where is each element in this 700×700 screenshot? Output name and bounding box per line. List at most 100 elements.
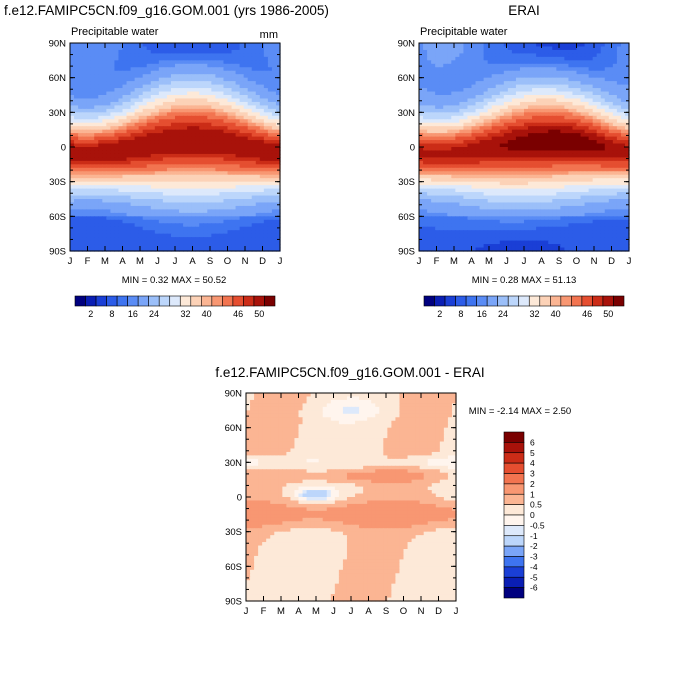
map-cell [235, 108, 241, 113]
map-cell [98, 216, 103, 221]
map-cell [423, 122, 428, 127]
map-cell [207, 88, 212, 93]
map-cell [150, 119, 156, 124]
map-cell [491, 147, 497, 152]
map-cell [162, 157, 168, 162]
map-cell [187, 223, 192, 228]
map-cell [82, 136, 87, 141]
map-cell [122, 101, 128, 106]
map-cell [475, 101, 481, 106]
map-cell [423, 98, 428, 103]
map-cell [215, 133, 221, 138]
map-cell [259, 136, 265, 141]
map-cell [584, 115, 590, 120]
map-cell [528, 150, 533, 155]
map-cell [195, 202, 200, 207]
map-cell [263, 95, 269, 100]
map-cell [423, 126, 428, 131]
map-cell [259, 205, 265, 210]
map-cell [94, 88, 99, 93]
map-cell [187, 237, 192, 242]
map-cell [459, 150, 465, 155]
map-cell [102, 150, 107, 155]
map-cell [191, 126, 196, 131]
map-cell [515, 126, 521, 131]
map-cell [82, 226, 87, 231]
map-cell [487, 77, 493, 82]
map-cell [74, 202, 79, 207]
map-cell [271, 147, 277, 152]
map-cell [435, 88, 440, 93]
map-cell [243, 164, 249, 169]
map-cell [118, 167, 124, 172]
map-cell [118, 101, 124, 106]
map-cell [580, 60, 586, 65]
map-cell [130, 98, 136, 103]
map-cell [134, 226, 140, 231]
map-cell [134, 150, 140, 155]
map-cell [183, 219, 188, 224]
map-cell [495, 77, 501, 82]
map-cell [255, 150, 261, 155]
map-cell [568, 46, 574, 51]
map-cell [102, 53, 107, 58]
map-cell [102, 223, 107, 228]
map-cell [187, 70, 192, 75]
map-cell [138, 216, 144, 221]
map-cell [544, 129, 549, 134]
map-cell [271, 46, 277, 51]
map-cell [580, 98, 586, 103]
map-cell [106, 133, 111, 138]
map-cell [134, 167, 140, 172]
map-cell [247, 70, 253, 75]
map-cell [162, 129, 168, 134]
map-cell [94, 240, 99, 245]
map-cell [227, 202, 233, 207]
map-cell [247, 98, 253, 103]
map-cell [479, 150, 485, 155]
map-cell [86, 153, 91, 158]
map-cell [451, 70, 456, 75]
map-cell [82, 219, 87, 224]
map-cell [150, 105, 156, 110]
map-cell [419, 136, 424, 141]
map-cell [166, 181, 172, 186]
map-cell [175, 140, 180, 145]
map-cell [459, 63, 465, 68]
map-cell [275, 192, 281, 197]
map-cell [459, 74, 465, 79]
map-cell [74, 164, 79, 169]
map-cell [195, 164, 200, 169]
map-cell [243, 178, 249, 183]
map-cell [215, 160, 221, 165]
map-cell [592, 98, 598, 103]
map-cell [150, 178, 156, 183]
map-cell [199, 88, 204, 93]
map-cell [98, 153, 103, 158]
map-cell [275, 122, 281, 127]
map-cell [162, 150, 168, 155]
map-cell [235, 91, 241, 96]
map-cell [620, 147, 626, 152]
map-cell [199, 147, 204, 152]
map-cell [110, 212, 116, 217]
map-cell [451, 88, 456, 93]
map-cell [231, 126, 237, 131]
map-cell [187, 122, 192, 127]
map-cell [203, 56, 208, 61]
map-cell [608, 84, 614, 89]
map-cell [215, 53, 221, 58]
map-cell [588, 108, 594, 113]
map-cell [219, 67, 225, 72]
map-cell [170, 60, 176, 65]
map-cell [548, 112, 553, 117]
map-cell [106, 56, 111, 61]
map-cell [419, 53, 424, 58]
map-cell [451, 129, 456, 134]
map-cell [568, 105, 574, 110]
map-cell [532, 126, 537, 131]
map-cell [102, 84, 107, 89]
map-cell [519, 129, 525, 134]
map-cell [443, 133, 448, 138]
map-cell [423, 43, 428, 48]
